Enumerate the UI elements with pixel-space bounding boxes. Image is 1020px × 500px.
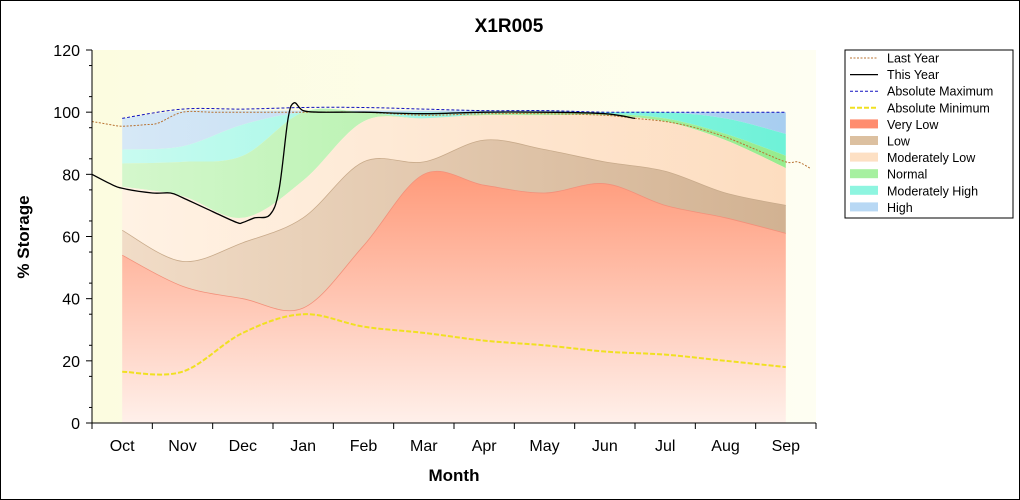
legend-swatch (850, 202, 878, 212)
band-high (122, 110, 786, 150)
legend-label: Moderately High (887, 184, 978, 198)
y-tick-label: 100 (53, 105, 80, 122)
band-normal (122, 108, 786, 219)
absolute-maximum-line (122, 106, 786, 119)
legend: Last Year This Year Absolute Maximum Absolu… (844, 49, 1014, 219)
x-ticks: Oct Nov Dec Jan Feb Mar Apr May Jun Jul Aug Sep (91, 423, 817, 455)
legend-label: Low (887, 135, 911, 149)
chart-title: X1R005 (475, 16, 544, 37)
y-tick-label: 20 (62, 354, 80, 371)
y-tick-label: 120 (53, 43, 80, 60)
low-top-edge (122, 139, 786, 262)
y-tick-label: 0 (71, 416, 80, 433)
y-tick-label: 40 (62, 292, 80, 309)
absolute-minimum-line (122, 313, 786, 376)
legend-label: Absolute Minimum (887, 101, 990, 115)
x-tick-label: Mar (410, 438, 438, 455)
legend-swatch (850, 169, 878, 179)
x-tick-label: Jun (592, 438, 618, 455)
storage-lines (92, 102, 811, 376)
x-tick-label: Jul (655, 438, 675, 455)
y-ticks: 0 20 40 60 80 100 120 (53, 43, 92, 433)
y-tick-label: 80 (62, 167, 80, 184)
y-axis-title: % Storage (14, 195, 33, 278)
legend-swatch (850, 136, 878, 145)
very-low-top-edge (122, 170, 786, 312)
legend-swatch (850, 152, 878, 162)
legend-swatch (850, 185, 878, 195)
band-low (122, 139, 786, 311)
percentile-bands (122, 108, 786, 423)
legend-label: Last Year (887, 52, 939, 66)
x-tick-label: Jan (290, 438, 316, 455)
y-tick-label: 60 (62, 230, 80, 247)
x-tick-label: Apr (472, 438, 498, 455)
x-tick-label: May (529, 438, 559, 455)
legend-label: Very Low (887, 118, 939, 132)
band-very-low (122, 171, 786, 423)
legend-label: High (887, 201, 913, 215)
this-year-line (92, 102, 636, 225)
last-year-line (92, 110, 811, 169)
legend-swatch (850, 119, 878, 129)
band-moderately-low (122, 114, 786, 262)
x-tick-label: Nov (168, 438, 196, 455)
x-tick-label: Feb (350, 438, 378, 455)
legend-label: Normal (887, 168, 927, 182)
band-moderately-high (122, 108, 786, 164)
x-tick-label: Aug (711, 438, 739, 455)
x-tick-label: Oct (110, 438, 135, 455)
legend-label: This Year (887, 68, 939, 82)
legend-label: Absolute Maximum (887, 85, 993, 99)
x-axis-title: Month (429, 466, 480, 485)
x-tick-label: Dec (229, 438, 257, 455)
legend-label: Moderately Low (887, 151, 976, 165)
x-tick-label: Sep (772, 438, 801, 455)
